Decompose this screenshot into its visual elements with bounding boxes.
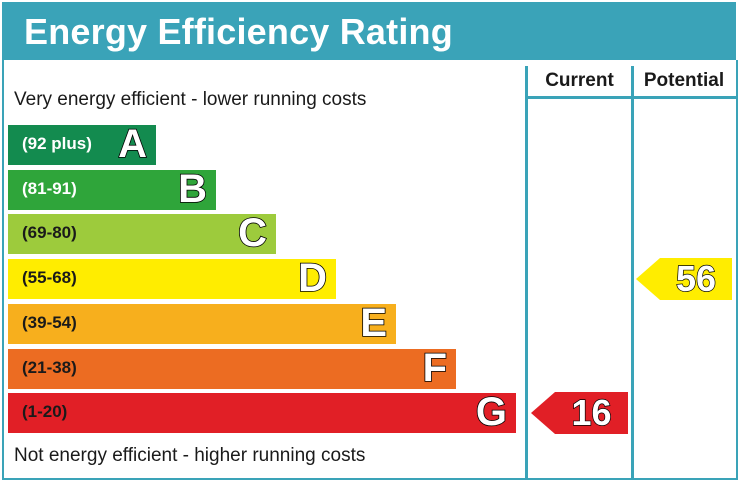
band-range-label: (55-68) (22, 268, 77, 287)
band-range-label: (21-38) (22, 358, 77, 377)
current-column-header: Current (545, 70, 614, 91)
band-range-label: (39-54) (22, 313, 77, 332)
band-g: (1-20) G (8, 389, 516, 435)
potential-pointer-arrow (636, 258, 732, 300)
current-rating-pointer: 16 (531, 391, 628, 434)
band-letter: F (422, 345, 448, 391)
title-bar: Energy Efficiency Rating (2, 2, 736, 60)
band-letter: C (237, 210, 267, 256)
current-rating-value: 16 (571, 391, 612, 433)
band-letter: D (297, 255, 327, 301)
current-column-divider (525, 66, 528, 478)
band-d: (55-68) D (8, 255, 336, 301)
potential-column-divider (631, 66, 634, 478)
chart-title: Energy Efficiency Rating (24, 11, 453, 52)
potential-column-header: Potential (643, 70, 725, 91)
band-letter: G (475, 389, 508, 435)
current-pointer-arrow (531, 392, 628, 434)
potential-rating-value: 56 (675, 257, 717, 299)
band-letter: B (177, 166, 207, 212)
band-range-label: (1-20) (22, 402, 68, 421)
band-a: (92 plus) A (8, 121, 156, 167)
inefficient-note: Not energy efficient - higher running co… (14, 445, 366, 466)
band-range-label: (81-91) (22, 179, 77, 198)
band-range-label: (69-80) (22, 223, 77, 242)
band-letter: E (360, 300, 388, 346)
band-c: (69-80) C (8, 210, 276, 256)
band-range-label: (92 plus) (22, 134, 92, 153)
band-e: (39-54) E (8, 300, 396, 346)
efficient-note: Very energy efficient - lower running co… (14, 89, 367, 110)
band-f: (21-38) F (8, 345, 456, 391)
column-header-divider (527, 96, 736, 99)
potential-rating-pointer: 56 (636, 257, 732, 300)
band-b: (81-91) B (8, 166, 216, 212)
band-letter: A (117, 121, 147, 167)
chart-frame (2, 60, 738, 480)
